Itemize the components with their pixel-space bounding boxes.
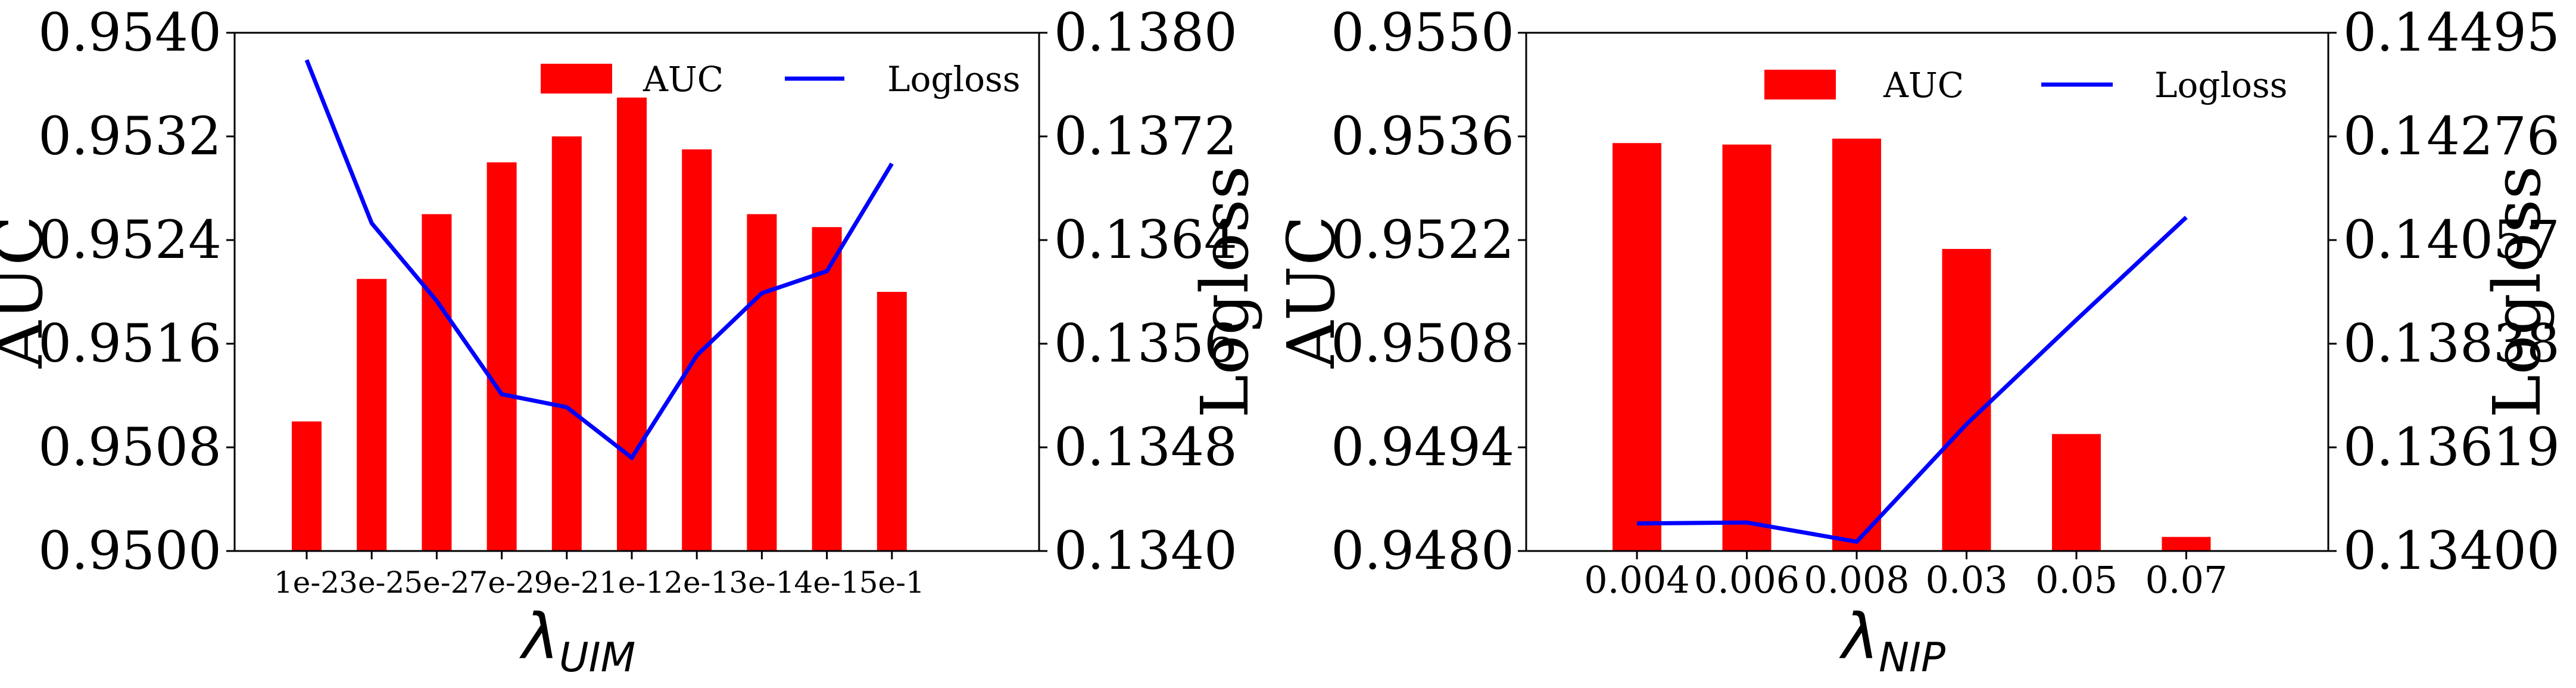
- x-tick-label: 0.006: [1694, 558, 1800, 602]
- auc-bar: [422, 214, 452, 551]
- x-tick-label: 1e-2: [274, 565, 339, 600]
- legend-swatch-auc: [1764, 70, 1836, 99]
- logloss-line: [1636, 216, 2188, 544]
- x-tick-label: 9e-2: [534, 565, 600, 600]
- x-tick-label: 0.004: [1584, 558, 1690, 602]
- auc-bar: [1832, 138, 1881, 551]
- x-axis-title: λUIM: [519, 600, 636, 681]
- auc-bar: [2162, 537, 2211, 551]
- y2-tick-label: 0.1380: [1054, 2, 1237, 63]
- y-tick-label: 0.9494: [1331, 416, 1514, 478]
- x-tick-label: 2e-1: [664, 565, 729, 600]
- auc-bar: [682, 149, 712, 551]
- y-tick-label: 0.9524: [38, 209, 222, 270]
- legend: AUC Logloss: [1764, 65, 2288, 105]
- y2-tick-label: 0.1340: [1054, 520, 1237, 581]
- auc-bar: [357, 279, 387, 551]
- legend-label-logloss: Logloss: [2154, 65, 2288, 105]
- y-axis-title: AUC: [1273, 216, 1349, 369]
- auc-bar: [747, 214, 777, 551]
- y2-tick-label: 0.1364: [1054, 209, 1237, 270]
- y-tick-label: 0.9480: [1331, 520, 1514, 581]
- auc-bar: [486, 162, 517, 551]
- legend-label-logloss: Logloss: [887, 59, 1021, 99]
- y2-axis-title: Logloss: [2479, 166, 2555, 418]
- x-axis-title-symbol: λ: [1839, 600, 1879, 673]
- x-tick-label: 5e-1: [859, 565, 925, 600]
- auc-bar: [551, 136, 582, 551]
- y2-tick-label: 0.13838: [2343, 313, 2560, 374]
- x-tick-label: 0.05: [2035, 558, 2117, 602]
- auc-bar: [617, 97, 647, 551]
- x-tick-label: 0.008: [1804, 558, 1910, 602]
- y2-tick-label: 0.14495: [2343, 2, 2560, 63]
- y2-tick-label: 0.14057: [2343, 209, 2560, 270]
- x-tick-label: 0.03: [1925, 558, 2007, 602]
- y-tick-label: 0.9522: [1331, 209, 1514, 270]
- x-tick-label: 3e-1: [729, 565, 794, 600]
- y-tick-label: 0.9508: [1331, 313, 1514, 374]
- y2-tick-label: 0.13400: [2343, 520, 2560, 581]
- x-axis-title: λNIP: [1839, 600, 1945, 681]
- logloss-line: [304, 59, 894, 461]
- y-tick-label: 0.9516: [38, 313, 222, 374]
- chart-panel-2: 0.9480 0.9494 0.9508 0.9522 0.9536 0.9550 0.13…: [1273, 2, 2560, 681]
- x-tick-label: 1e-1: [599, 565, 665, 600]
- y-tick-label: 0.9532: [38, 105, 222, 167]
- x-axis-title-symbol: λ: [519, 600, 559, 673]
- x-tick-label: 3e-2: [339, 565, 404, 600]
- auc-bar: [1942, 248, 1991, 551]
- x-tick-label: 0.07: [2145, 558, 2227, 602]
- x-tick-label: 4e-1: [794, 565, 860, 600]
- chart-panel-1: 0.9500 0.9508 0.9516 0.9524 0.9532 0.9540 0.13…: [0, 2, 1263, 681]
- auc-bar: [1722, 144, 1772, 551]
- auc-bar: [2052, 434, 2101, 551]
- x-tick-label: 5e-2: [404, 565, 469, 600]
- legend-label-auc: AUC: [1883, 65, 1964, 105]
- plot-frame: [1525, 32, 2329, 552]
- y2-tick-label: 0.14276: [2343, 105, 2560, 167]
- y-tick-label: 0.9500: [38, 520, 222, 581]
- y2-tick-label: 0.1348: [1054, 416, 1237, 478]
- auc-bar: [292, 421, 322, 551]
- x-axis-title-subscript: NIP: [1879, 634, 1945, 681]
- x-axis-title-subscript: UIM: [559, 634, 636, 681]
- y-axis-title: AUC: [0, 216, 57, 369]
- y2-axis-title: Logloss: [1187, 166, 1263, 418]
- y-tick-label: 0.9540: [38, 2, 222, 63]
- legend: AUC Logloss: [541, 59, 1021, 99]
- y-tick-label: 0.9536: [1331, 105, 1514, 167]
- legend-swatch-auc: [541, 64, 612, 94]
- y2-tick-label: 0.1372: [1054, 105, 1237, 167]
- plot-frame: [233, 32, 1040, 552]
- y2-tick-label: 0.13619: [2343, 416, 2560, 478]
- x-tick-label: 7e-2: [469, 565, 535, 600]
- y-tick-label: 0.9508: [38, 416, 222, 478]
- auc-bar: [877, 292, 907, 551]
- y-tick-label: 0.9550: [1331, 2, 1514, 63]
- legend-label-auc: AUC: [643, 59, 723, 99]
- y2-tick-label: 0.1356: [1054, 313, 1237, 374]
- auc-bar: [1613, 143, 1661, 551]
- auc-bar: [812, 227, 842, 551]
